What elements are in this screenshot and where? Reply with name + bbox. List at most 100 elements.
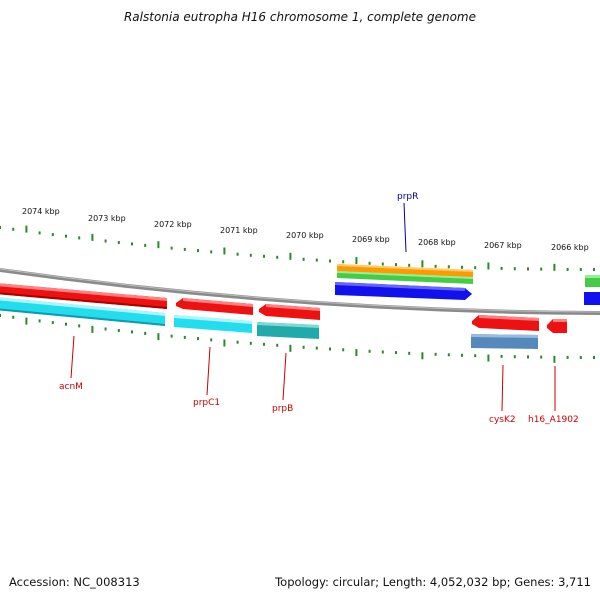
gene-labels: acnM prpC1 prpB prpR cysK2 h16_A1902 [59, 192, 579, 425]
gene-prpR[interactable] [335, 282, 472, 300]
lower-ruler-minor-tick [474, 354, 477, 358]
upper-ruler-minor-tick [461, 265, 463, 269]
lower-ruler-minor-tick [527, 355, 529, 359]
gene-right-green[interactable] [585, 275, 600, 287]
accession-text: Accession: NC_008313 [9, 575, 140, 589]
lower-ruler-minor-tick [315, 346, 318, 350]
lower-ruler-minor-tick [131, 330, 133, 334]
upper-ruler-minor-tick [38, 231, 41, 235]
gene-label-h16_A1902[interactable]: h16_A1902 [528, 415, 579, 425]
gene-label-prpC1[interactable]: prpC1 [193, 398, 220, 408]
gene-prpB-cds[interactable] [257, 322, 319, 339]
upper-ruler-minor-tick [566, 267, 569, 271]
gene-label-prpB[interactable]: prpB [272, 404, 293, 414]
upper-ruler-minor-tick [474, 266, 477, 270]
scale-label-2073: 2073 kbp [88, 214, 126, 223]
lower-ruler-minor-tick [593, 356, 595, 359]
lower-ruler-minor-tick [38, 319, 41, 323]
lower-ruler-minor-tick [12, 315, 15, 319]
lower-scale-ruler [0, 314, 595, 363]
gene-prpR-orange[interactable] [337, 264, 473, 277]
gene-acnM-cds[interactable] [0, 297, 165, 326]
upper-ruler-major-tick [223, 247, 226, 255]
lower-ruler-minor-tick [117, 329, 120, 332]
lower-ruler-major-tick [553, 355, 556, 363]
scale-label-2066: 2066 kbp [551, 243, 589, 252]
upper-ruler-minor-tick [593, 268, 595, 271]
upper-ruler-minor-tick [144, 243, 147, 247]
upper-ruler-major-tick [355, 257, 358, 265]
gene-label-acnM[interactable]: acnM [59, 382, 83, 392]
upper-ruler-minor-tick [65, 234, 67, 238]
lower-ruler-minor-tick [461, 353, 463, 357]
gene-label-cysK2[interactable]: cysK2 [489, 415, 516, 425]
scale-label-2069: 2069 kbp [352, 235, 390, 244]
lower-ruler-major-tick [289, 344, 292, 352]
scale-label-2072: 2072 kbp [154, 220, 192, 229]
lower-ruler-minor-tick [447, 353, 450, 357]
gene-prpC1[interactable] [176, 298, 253, 315]
upper-ruler-minor-tick [170, 246, 173, 250]
gene-prpC1-cds[interactable] [174, 315, 252, 333]
upper-ruler-minor-tick [540, 267, 543, 271]
lower-ruler-minor-tick [0, 314, 1, 317]
upper-ruler-minor-tick [117, 241, 120, 244]
gene-label-prpR[interactable]: prpR [397, 192, 418, 202]
upper-ruler-minor-tick [302, 257, 305, 261]
upper-ruler-minor-tick [276, 255, 279, 259]
lower-ruler-major-tick [25, 317, 28, 325]
upper-ruler-minor-tick [315, 258, 318, 262]
upper-ruler-minor-tick [0, 226, 1, 229]
gene-right-blue[interactable] [584, 292, 600, 305]
lower-ruler-major-tick [487, 354, 490, 362]
label-leaders [70, 202, 556, 412]
upper-ruler-minor-tick [263, 254, 265, 258]
lower-ruler-minor-tick [78, 324, 81, 328]
lower-ruler-minor-tick [144, 331, 147, 335]
lower-ruler-minor-tick [329, 347, 331, 351]
scale-label-2070: 2070 kbp [286, 231, 324, 240]
upper-ruler-minor-tick [12, 227, 15, 231]
gene-cysK2-cds[interactable] [471, 334, 538, 349]
upper-ruler-minor-tick [78, 236, 81, 240]
lower-ruler-minor-tick [170, 334, 173, 338]
upper-ruler-minor-tick [183, 247, 186, 251]
upper-ruler-minor-tick [249, 253, 252, 257]
lower-ruler-major-tick [91, 325, 94, 333]
lower-ruler-minor-tick [236, 340, 239, 344]
upper-ruler-minor-tick [51, 233, 54, 237]
scale-label-2068: 2068 kbp [418, 238, 456, 247]
lower-ruler-minor-tick [263, 342, 265, 346]
upper-ruler-major-tick [91, 233, 94, 241]
lower-ruler-minor-tick [368, 349, 371, 353]
lower-ruler-minor-tick [276, 343, 279, 347]
genome-summary-text: Topology: circular; Length: 4,052,032 bp… [275, 575, 591, 589]
scale-label-2067: 2067 kbp [484, 241, 522, 250]
upper-scale-ruler [0, 225, 595, 271]
upper-ruler-minor-tick [236, 252, 239, 256]
lower-ruler-minor-tick [65, 322, 67, 326]
chromosome-backbone [0, 268, 600, 315]
gene-cysK2[interactable] [472, 315, 539, 331]
gene-h16_A1902[interactable] [547, 319, 567, 333]
upper-ruler-minor-tick [368, 261, 371, 265]
gene-prpR-green[interactable] [337, 271, 473, 284]
gene-acnM[interactable] [0, 283, 167, 309]
lower-ruler-major-tick [223, 339, 226, 347]
upper-ruler-minor-tick [329, 259, 331, 263]
lower-ruler-minor-tick [500, 354, 503, 358]
gene-prpB[interactable] [259, 304, 320, 320]
upper-ruler-major-tick [553, 263, 556, 271]
lower-ruler-minor-tick [579, 356, 582, 359]
upper-ruler-minor-tick [527, 267, 529, 271]
lower-ruler-minor-tick [197, 337, 199, 341]
lower-ruler-minor-tick [183, 335, 186, 339]
upper-ruler-major-tick [487, 262, 490, 270]
upper-ruler-minor-tick [381, 262, 384, 266]
scale-label-2071: 2071 kbp [220, 226, 258, 235]
upper-ruler-minor-tick [104, 239, 107, 243]
lower-ruler-minor-tick [302, 345, 305, 349]
upper-ruler-minor-tick [395, 263, 397, 267]
